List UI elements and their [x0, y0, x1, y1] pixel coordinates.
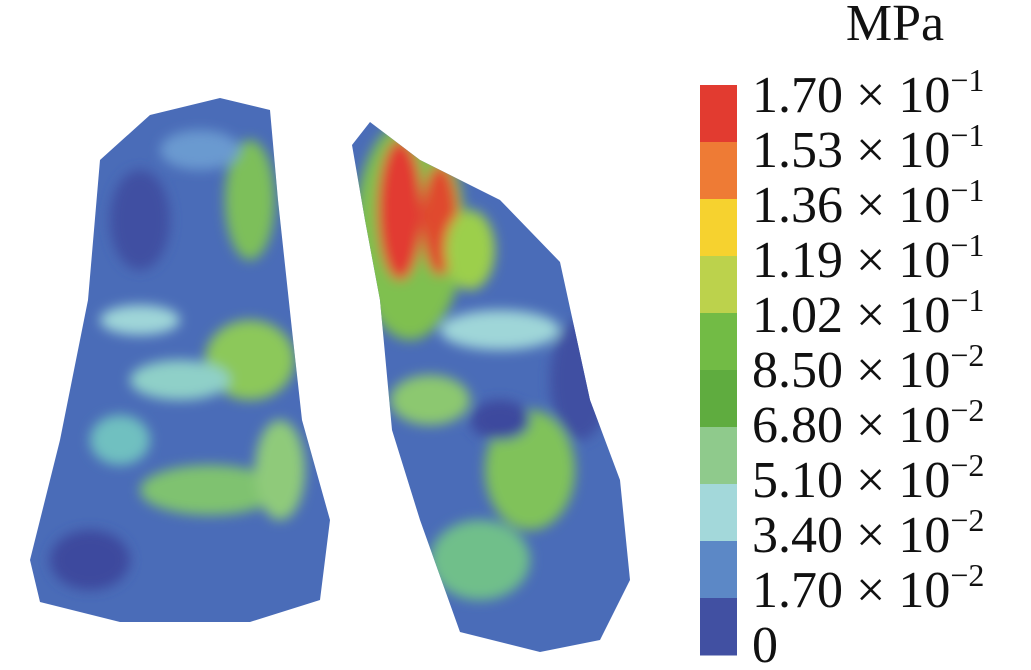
- colorbar-label: 8.50 × 10−2: [752, 337, 984, 399]
- colorbar-band: [700, 142, 737, 200]
- colorbar-label: 3.40 × 10−2: [752, 502, 984, 564]
- colorbar: [700, 85, 737, 656]
- colorbar-label: 1.02 × 10−1: [752, 282, 984, 344]
- colorbar-label: 1.53 × 10−1: [752, 117, 984, 179]
- label-exponent: −2: [950, 502, 984, 538]
- colorbar-band: [700, 199, 737, 257]
- label-text: 8.50 × 10: [752, 342, 950, 399]
- colorbar-band: [700, 541, 737, 599]
- label-exponent: −1: [950, 282, 984, 318]
- colorbar-band: [700, 313, 737, 371]
- colorbar-label: 1.36 × 10−1: [752, 172, 984, 234]
- unit-label: MPa: [846, 0, 944, 52]
- colorbar-label: 1.70 × 10−2: [752, 557, 984, 619]
- colorbar-band: [700, 598, 737, 656]
- colorbar-band: [700, 427, 737, 485]
- colorbar-label: 6.80 × 10−2: [752, 392, 984, 454]
- label-text: 1.36 × 10: [752, 177, 950, 234]
- label-exponent: −1: [950, 62, 984, 98]
- label-exponent: −1: [950, 172, 984, 208]
- label-text: 3.40 × 10: [752, 507, 950, 564]
- label-text: 6.80 × 10: [752, 397, 950, 454]
- label-text: 0: [752, 617, 778, 670]
- label-text: 1.70 × 10: [752, 67, 950, 124]
- colorbar-label: 1.19 × 10−1: [752, 227, 984, 289]
- label-exponent: −2: [950, 337, 984, 373]
- label-text: 1.70 × 10: [752, 562, 950, 619]
- label-text: 5.10 × 10: [752, 452, 950, 509]
- colorbar-band: [700, 85, 737, 143]
- label-exponent: −1: [950, 117, 984, 153]
- colorbar-label: 1.70 × 10−1: [752, 62, 984, 124]
- label-exponent: −2: [950, 557, 984, 593]
- colorbar-band: [700, 256, 737, 314]
- label-exponent: −2: [950, 447, 984, 483]
- label-exponent: −2: [950, 392, 984, 428]
- label-text: 1.19 × 10: [752, 232, 950, 289]
- colorbar-band: [700, 370, 737, 428]
- colorbar-label: 5.10 × 10−2: [752, 447, 984, 509]
- right-lung: [352, 122, 630, 652]
- left-lung: [30, 98, 330, 622]
- colorbar-labels: 1.70 × 10−11.53 × 10−11.36 × 10−11.19 × …: [752, 62, 984, 670]
- colorbar-band: [700, 484, 737, 542]
- colorbar-label: 0: [752, 617, 778, 670]
- label-exponent: −1: [950, 227, 984, 263]
- label-text: 1.02 × 10: [752, 287, 950, 344]
- label-text: 1.53 × 10: [752, 122, 950, 179]
